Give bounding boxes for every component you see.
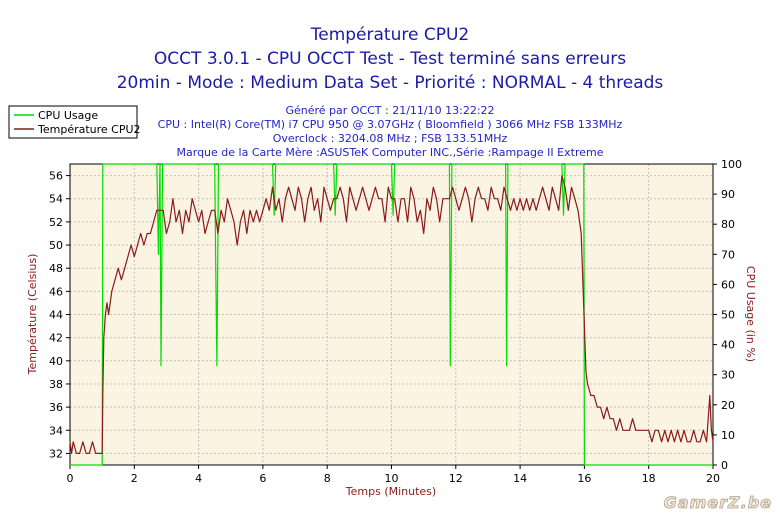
series-line-cpu-usage (70, 163, 713, 466)
y2-tick-label: 90 (721, 188, 735, 201)
y-tick-label: 44 (49, 309, 63, 322)
chart-subtitle-test: OCCT 3.0.1 - CPU OCCT Test - Test termin… (154, 49, 626, 69)
info-cpu: CPU : Intel(R) Core(TM) i7 CPU 950 @ 3.0… (158, 118, 623, 131)
watermark-text: GamerZ.be (664, 493, 772, 512)
y-tick-label: 48 (49, 262, 63, 275)
info-overclock: Overclock : 3204.08 MHz ; FSB 133.51MHz (273, 132, 508, 145)
info-generated: Généré par OCCT : 21/11/10 13:22:22 (285, 104, 494, 117)
x-tick-label: 14 (513, 472, 527, 485)
y-tick-label: 36 (49, 401, 63, 414)
x-tick-label: 4 (195, 472, 202, 485)
y2-tick-label: 20 (721, 399, 735, 412)
info-motherboard: Marque de la Carte Mère :ASUSTeK Compute… (177, 146, 604, 159)
x-tick-label: 2 (131, 472, 138, 485)
x-tick-label: 6 (259, 472, 266, 485)
series-lines (69, 163, 714, 466)
x-tick-label: 8 (324, 472, 331, 485)
y-tick-label: 46 (49, 285, 63, 298)
x-tick-label: 12 (449, 472, 463, 485)
x-tick-label: 20 (706, 472, 720, 485)
y2-tick-label: 100 (721, 158, 742, 171)
y-tick-label: 40 (49, 355, 63, 368)
y-tick-label: 54 (49, 193, 63, 206)
legend: CPU Usage Température CPU2 (8, 105, 141, 139)
x-tick-label: 0 (67, 472, 74, 485)
y-tick-label: 38 (49, 378, 63, 391)
y-tick-label: 34 (49, 424, 63, 437)
series-line-temperature (69, 175, 714, 454)
y2-tick-label: 80 (721, 218, 735, 231)
legend-box (8, 105, 138, 139)
y-tick-label: 32 (49, 447, 63, 460)
x-tick-label: 18 (642, 472, 656, 485)
y2-tick-label: 70 (721, 248, 735, 261)
legend-label-temperature: Température CPU2 (37, 123, 141, 136)
legend-label-cpu-usage: CPU Usage (38, 109, 98, 122)
chart-subtitle-mode: 20min - Mode : Medium Data Set - Priorit… (117, 73, 664, 93)
x-axis-label: Temps (Minutes) (345, 485, 436, 498)
x-tick-label: 16 (577, 472, 591, 485)
chart-title: Température CPU2 (310, 25, 469, 45)
y-tick-label: 52 (49, 216, 63, 229)
y-axis-label: Température (Celsius) (26, 254, 39, 376)
y2-tick-label: 50 (721, 309, 735, 322)
y2-tick-label: 0 (721, 459, 728, 472)
x-tick-label: 10 (385, 472, 399, 485)
axes: 0 2 4 6 8 10 12 14 16 18 2032343638404244464850525… (49, 158, 742, 485)
y-tick-label: 42 (49, 332, 63, 345)
y-tick-label: 50 (49, 239, 63, 252)
y2-tick-label: 10 (721, 429, 735, 442)
y2-tick-label: 40 (721, 339, 735, 352)
y2-axis-label: CPU Usage (in %) (744, 266, 757, 362)
y2-tick-label: 30 (721, 369, 735, 382)
y-tick-label: 56 (49, 170, 63, 183)
y2-tick-label: 60 (721, 278, 735, 291)
